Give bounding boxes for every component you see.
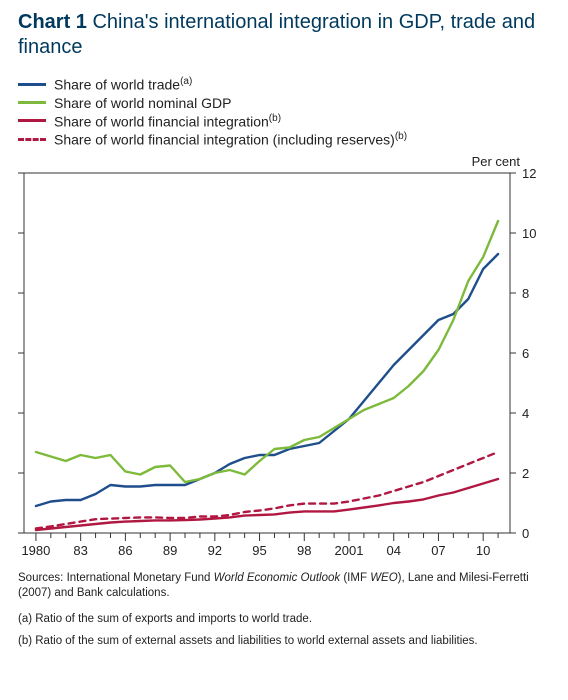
svg-text:83: 83 [73,543,87,558]
legend-label: Share of world trade(a) [54,76,192,93]
svg-text:89: 89 [163,543,177,558]
legend-item-trade: Share of world trade(a) [18,76,554,93]
legend-item-fin_res: Share of world financial integration (in… [18,131,554,148]
svg-text:2: 2 [522,466,529,481]
footnote-a: (a) Ratio of the sum of exports and impo… [18,612,554,628]
chart-title: Chart 1 China's international integratio… [18,10,554,60]
legend-swatch [18,101,46,104]
chart-area: 0 2 4 6 8 10 12 1980 83 86 89 92 95 98 2001 04 07 10 [18,169,554,559]
footnotes: Sources: International Monetary Fund Wor… [18,571,554,649]
legend-swatch [18,138,46,141]
line-chart: 0 2 4 6 8 10 12 1980 83 86 89 92 95 98 2001 04 07 10 [18,169,548,569]
sources-note: Sources: International Monetary Fund Wor… [18,571,554,602]
svg-text:1980: 1980 [21,543,50,558]
svg-text:07: 07 [431,543,445,558]
svg-text:6: 6 [522,346,529,361]
svg-text:8: 8 [522,286,529,301]
legend-item-gdp: Share of world nominal GDP [18,95,554,111]
svg-text:2001: 2001 [335,543,364,558]
svg-text:92: 92 [208,543,222,558]
legend-item-fin: Share of world financial integration(b) [18,113,554,130]
legend-swatch [18,83,46,86]
svg-text:4: 4 [522,406,529,421]
svg-text:0: 0 [522,526,529,541]
legend-label: Share of world nominal GDP [54,95,231,111]
svg-text:10: 10 [522,226,536,241]
legend-swatch [18,119,46,122]
svg-text:98: 98 [297,543,311,558]
footnote-b: (b) Ratio of the sum of external assets … [18,634,554,650]
chart-number: Chart 1 [18,11,87,33]
legend-label: Share of world financial integration (in… [54,131,407,148]
y-axis-title: Per cent [18,154,554,169]
legend: Share of world trade(a) Share of world no… [18,76,554,148]
svg-text:95: 95 [252,543,266,558]
svg-text:04: 04 [386,543,400,558]
svg-text:10: 10 [476,543,490,558]
legend-label: Share of world financial integration(b) [54,113,281,130]
svg-text:86: 86 [118,543,132,558]
svg-text:12: 12 [522,169,536,181]
chart-title-text: China's international integration in GDP… [18,11,535,58]
